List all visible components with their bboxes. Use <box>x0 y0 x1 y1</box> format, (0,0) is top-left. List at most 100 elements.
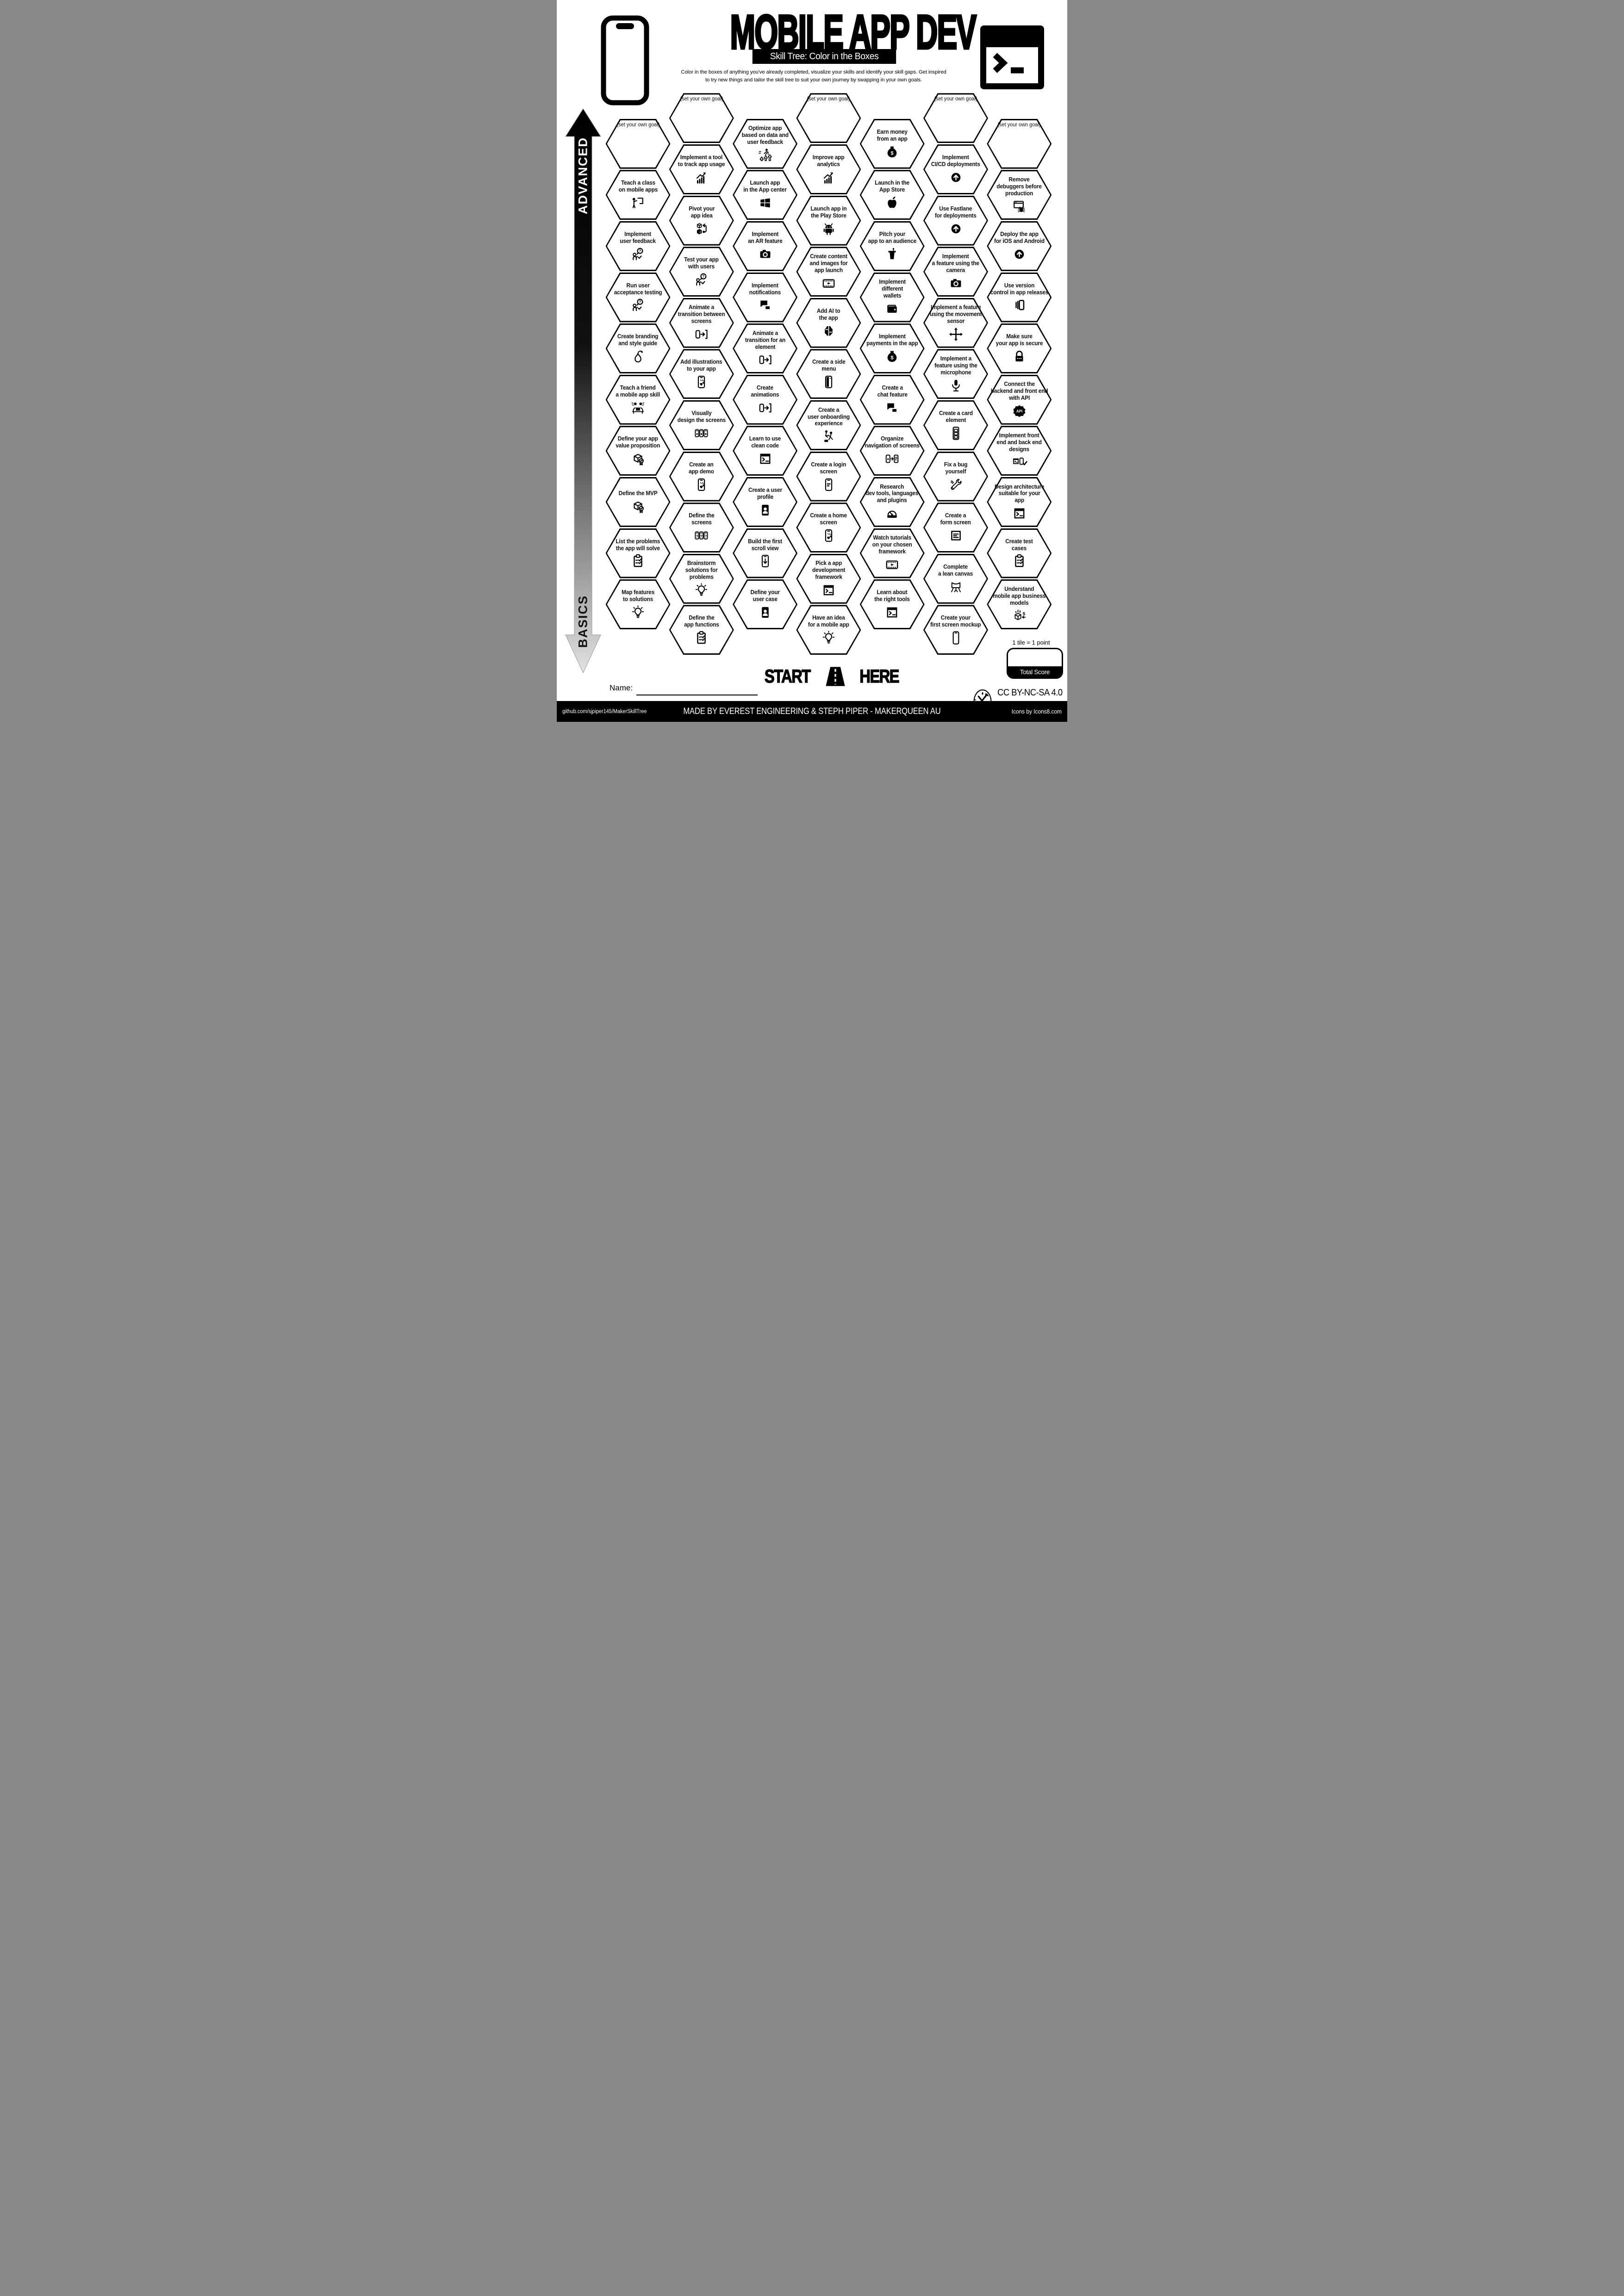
skill-tile[interactable]: Create a login screen <box>796 451 861 502</box>
skill-tile[interactable]: Research dev tools, languages and plugin… <box>859 477 925 527</box>
skill-tile[interactable]: Teach a friend a mobile app skill <box>605 374 671 425</box>
skill-tile[interactable]: Implement CI/CD deployments <box>923 144 988 194</box>
skill-tile[interactable]: Implement a feature using the movement s… <box>923 298 988 348</box>
skill-tile[interactable]: Implement front end and back end designs <box>987 426 1052 476</box>
skill-tile[interactable]: Learn to use clean code <box>733 426 798 476</box>
skill-tile[interactable]: Create your first screen mockup <box>923 605 988 655</box>
skill-tile[interactable]: (set your own goal) <box>796 93 861 143</box>
footer-icons8-credit[interactable]: Icons by Icons8.com <box>1011 708 1062 715</box>
skill-tile[interactable]: Visually design the screens <box>669 400 734 450</box>
skill-tile[interactable]: Create an app demo <box>669 451 734 502</box>
skill-tile[interactable]: Implement payments in the app $ <box>859 323 925 374</box>
skill-tile[interactable]: Create a card element <box>923 400 988 450</box>
skill-tile[interactable]: Have an idea for a mobile app <box>796 605 861 655</box>
skill-tile[interactable]: Create a user profile <box>733 477 798 527</box>
skill-tile[interactable]: Implement a tool to track app usage <box>669 144 734 194</box>
skill-tile[interactable]: Launch app in the App center <box>733 170 798 220</box>
skill-tile[interactable]: List the problems the app will solve <box>605 528 671 578</box>
skill-tile[interactable]: Pick a app development framework <box>796 553 861 604</box>
poster-page: MOBILE APP DEV Skill Tree: Color in the … <box>557 0 1067 722</box>
footer-github-link[interactable]: github.com/sjpiper145/MakerSkillTree <box>562 708 647 714</box>
tile-point-note: 1 tile = 1 point <box>1012 639 1050 646</box>
skill-tile[interactable]: Remove debuggers before production <box>987 170 1052 220</box>
skill-tile[interactable]: Organize navigation of screens <box>859 426 925 476</box>
skill-tile[interactable]: Animate a transition for an element <box>733 323 798 374</box>
skill-tile[interactable]: Complete a lean canvas <box>923 553 988 604</box>
skill-tile[interactable]: Add illustrations to your app <box>669 349 734 399</box>
skill-tile[interactable]: Use Fastlane for deployments <box>923 195 988 246</box>
hex-fill <box>607 222 669 270</box>
skill-tile[interactable]: Launch in the App Store <box>859 170 925 220</box>
skill-tile[interactable]: Use version control in app releases <box>987 272 1052 323</box>
skill-tile[interactable]: Create test cases <box>987 528 1052 578</box>
skill-tile[interactable]: Create branding and style guide <box>605 323 671 374</box>
skill-tile[interactable]: Build the first scroll view <box>733 528 798 578</box>
skill-tile[interactable]: Implement a feature using the microphone <box>923 349 988 399</box>
skill-tile[interactable]: Animate a transition between screens <box>669 298 734 348</box>
easel-icon <box>951 582 961 592</box>
skill-tile[interactable]: (set your own goal) <box>605 118 671 169</box>
skill-tile[interactable]: Pivot your app idea <box>669 195 734 246</box>
terminal-window-icon <box>980 25 1044 89</box>
skill-tile[interactable]: Earn money from an app $ <box>859 118 925 169</box>
skill-tile[interactable]: Define your user case <box>733 579 798 630</box>
hex-fill <box>670 402 733 449</box>
axis-label-basics: BASICS <box>576 595 590 648</box>
skill-tile[interactable]: Define your app value proposition <box>605 426 671 476</box>
skill-tile[interactable]: Deploy the app for iOS and Android <box>987 221 1052 271</box>
skill-tile-label: Organize navigation of screens <box>865 435 920 449</box>
podium-icon <box>888 248 896 259</box>
skill-tile[interactable]: Create a form screen <box>923 503 988 553</box>
skill-tile[interactable]: Create a chat feature <box>859 374 925 425</box>
skill-tile[interactable]: Implement an AR feature <box>733 221 798 271</box>
skill-tile[interactable]: Define the screens??? <box>669 503 734 553</box>
skill-tile[interactable]: Make sure your app is secure <box>987 323 1052 374</box>
skill-tile[interactable]: Test your app with users? <box>669 247 734 297</box>
skill-tile[interactable]: Pitch your app to an audience <box>859 221 925 271</box>
skill-tile[interactable]: Watch tutorials on your chosen framework <box>859 528 925 578</box>
skill-tile[interactable]: Implement a feature using the camera <box>923 247 988 297</box>
skill-tile[interactable]: Design architecture suitable for your ap… <box>987 477 1052 527</box>
hex-fill <box>988 222 1051 270</box>
skill-tile[interactable]: Launch app in the Play Store <box>796 195 861 246</box>
hex-fill <box>861 581 923 628</box>
skill-tile[interactable]: Define the MVP <box>605 477 671 527</box>
skill-tile-label: Improve app analytics <box>813 154 845 168</box>
skill-tile[interactable]: Implement different wallets <box>859 272 925 323</box>
goal-tile-label: (set your own goal) <box>616 122 660 128</box>
skill-tile-label: Implement user feedback <box>620 230 656 244</box>
hex-fill <box>988 171 1051 219</box>
skill-tile[interactable]: Implement notifications <box>733 272 798 323</box>
skill-tile[interactable]: Teach a class on mobile apps <box>605 170 671 220</box>
skill-tile[interactable]: Understand mobile app business models $ <box>987 579 1052 630</box>
skill-tile-label: Build the first scroll view <box>748 537 782 552</box>
hex-fill <box>670 94 733 142</box>
hex-fill <box>670 453 733 500</box>
skill-tile[interactable]: Connect the backend and front end with A… <box>987 374 1052 425</box>
lightbulb-icon <box>632 605 644 618</box>
skill-tile[interactable]: (set your own goal) <box>923 93 988 143</box>
skill-tile[interactable]: Optimize app based on data and user feed… <box>733 118 798 169</box>
skill-tile[interactable]: Learn about the right tools <box>859 579 925 630</box>
skill-tile[interactable]: Create a home screen <box>796 503 861 553</box>
skill-tile[interactable]: Improve app analytics <box>796 144 861 194</box>
skill-tile[interactable]: Create animations <box>733 374 798 425</box>
skill-tile[interactable]: Fix a bug yourself <box>923 451 988 502</box>
skill-tile[interactable]: Map features to solutions <box>605 579 671 630</box>
skill-tile-label: Deploy the app for iOS and Android <box>994 230 1045 244</box>
skill-tile[interactable]: Create content and images for app launch <box>796 247 861 297</box>
skill-tile[interactable]: (set your own goal) <box>669 93 734 143</box>
total-score-box[interactable]: Total Score <box>1007 648 1063 679</box>
skill-tile-label: Earn money from an app <box>877 128 908 142</box>
skill-tile[interactable]: Define the app functions <box>669 605 734 655</box>
skill-tile[interactable]: (set your own goal) <box>987 118 1052 169</box>
svg-text:?: ? <box>705 534 707 539</box>
skill-tile[interactable]: Add AI to the app <box>796 298 861 348</box>
hex-fill <box>861 427 923 475</box>
skill-tile[interactable]: Implement user feedback? <box>605 221 671 271</box>
skill-tile[interactable]: Create a user onboarding experience <box>796 400 861 450</box>
skill-tile[interactable]: Brainstorm solutions for problems <box>669 553 734 604</box>
skill-tile[interactable]: Run user acceptance testing? <box>605 272 671 323</box>
hex-fill <box>988 120 1051 168</box>
skill-tile[interactable]: Create a side menu <box>796 349 861 399</box>
